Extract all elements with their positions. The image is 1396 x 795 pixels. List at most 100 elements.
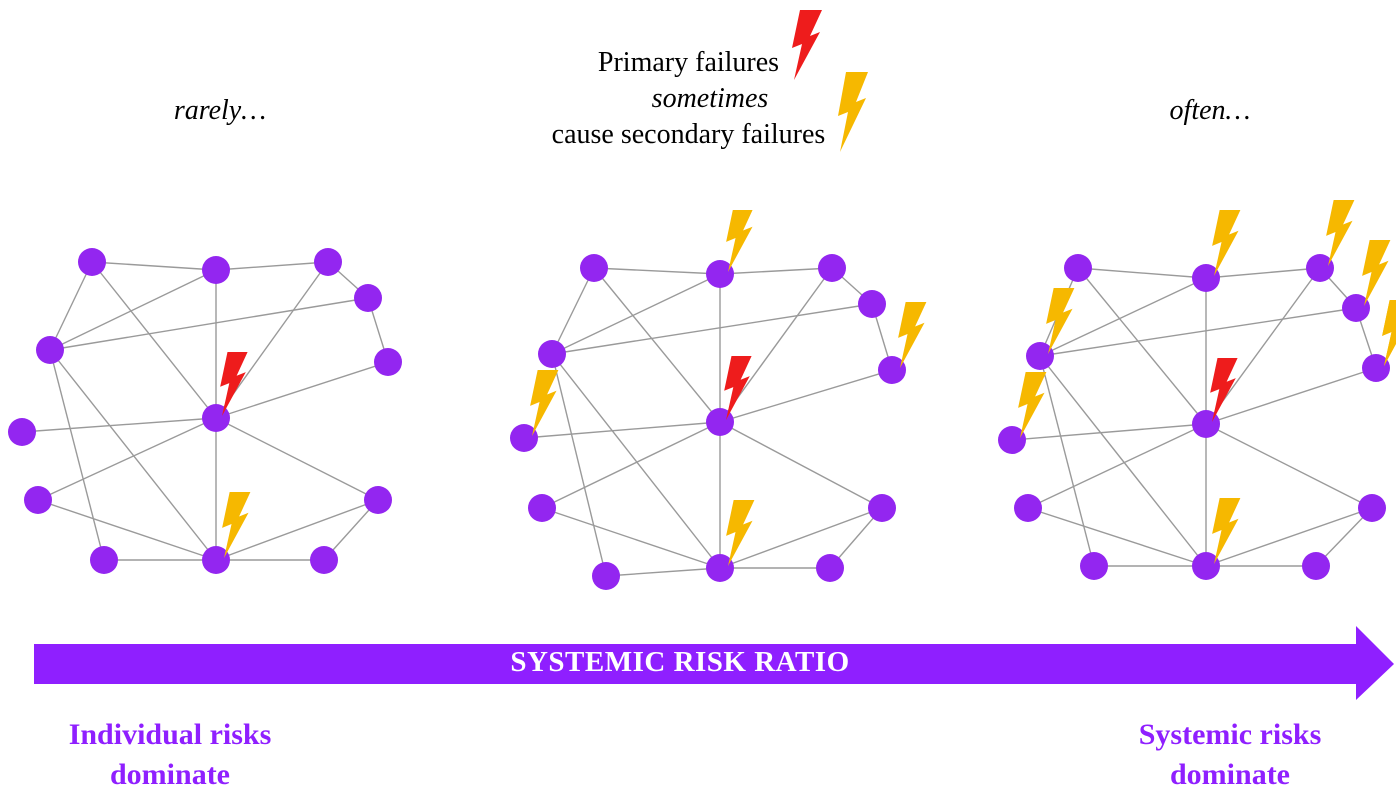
network-edge [49, 349, 105, 561]
caption-sometimes: sometimes [651, 83, 769, 114]
network-node [592, 562, 620, 590]
label-individual-line1: Individual risks [68, 718, 272, 751]
network-edge [215, 499, 379, 561]
network-edge [551, 267, 595, 355]
yellow-lightning-bolt-icon [1212, 498, 1241, 564]
network-edge [21, 417, 217, 433]
network-edge [49, 269, 217, 351]
caption-secondary-text: cause secondary failures [551, 119, 826, 150]
network-edge [37, 499, 217, 561]
network-node [8, 418, 36, 446]
caption-secondary-failures: cause secondary failures [500, 71, 920, 153]
network-edge [605, 567, 721, 577]
network-node [202, 256, 230, 284]
network-node [706, 554, 734, 582]
yellow-lightning-bolt-icon [898, 302, 927, 368]
network-node [1192, 552, 1220, 580]
network-node [1302, 552, 1330, 580]
network-edge [541, 507, 721, 569]
yellow-lightning-bolt-icon [1018, 372, 1047, 438]
network-node [858, 290, 886, 318]
red-lightning-bolt-icon [792, 9, 823, 80]
network-node [1064, 254, 1092, 282]
caption-rarely: rarely… [173, 95, 267, 126]
caption-often: often… [1169, 95, 1251, 126]
network-edge [1039, 277, 1207, 357]
network-edge [1039, 355, 1207, 567]
label-systemic-line1: Systemic risks [1138, 718, 1322, 751]
network-edge [719, 507, 883, 569]
network-node [510, 424, 538, 452]
caption-primary-failures: Primary failures [500, 9, 920, 81]
network-node [36, 336, 64, 364]
network-edge [215, 417, 379, 501]
network-node [1342, 294, 1370, 322]
network-node [202, 546, 230, 574]
yellow-lightning-bolt-icon [1362, 240, 1391, 306]
network-node [1358, 494, 1386, 522]
red-lightning-bolt-icon [724, 356, 752, 420]
yellow-lightning-bolt-icon [1326, 200, 1355, 266]
network-edge [1205, 267, 1321, 425]
network-edge [1205, 423, 1373, 509]
yellow-lightning-bolt-icon [838, 71, 869, 152]
network-node [878, 356, 906, 384]
network-node [998, 426, 1026, 454]
network-node [868, 494, 896, 522]
systemic-risk-arrow [34, 626, 1394, 700]
network-edge [49, 297, 369, 351]
network-node [202, 404, 230, 432]
network-node [1026, 342, 1054, 370]
network-rarely [8, 248, 402, 574]
network-node [1362, 354, 1390, 382]
label-systemic-risks: Systemic risks dominate [1080, 715, 1380, 795]
network-node [364, 486, 392, 514]
label-systemic-line2: dominate [1170, 758, 1290, 791]
network-edge [49, 261, 93, 351]
network-edge [551, 353, 721, 569]
network-edge [551, 303, 873, 355]
yellow-lightning-bolt-icon [726, 210, 753, 272]
network-edge [215, 361, 389, 419]
network-node [1192, 410, 1220, 438]
network-node [374, 348, 402, 376]
network-node [538, 340, 566, 368]
network-often [998, 200, 1396, 580]
network-node [314, 248, 342, 276]
network-edge [593, 267, 721, 423]
network-node [78, 248, 106, 276]
network-node [580, 254, 608, 282]
network-edge [593, 267, 721, 275]
network-edge [1077, 267, 1207, 279]
network-edge [551, 273, 721, 355]
caption-center: Primary failures sometimes cause seconda… [500, 9, 920, 153]
red-lightning-bolt-icon [220, 352, 248, 416]
label-individual-line2: dominate [110, 758, 230, 791]
network-node [706, 260, 734, 288]
network-edge [1205, 507, 1373, 567]
network-node [310, 546, 338, 574]
yellow-lightning-bolt-icon [1212, 210, 1241, 276]
network-edge [551, 353, 607, 577]
network-edge [541, 421, 721, 509]
network-node [90, 546, 118, 574]
yellow-lightning-bolt-icon [726, 500, 755, 566]
network-node [818, 254, 846, 282]
network-edge [1039, 307, 1357, 357]
network-edge [37, 417, 217, 501]
network-edge [1205, 267, 1321, 279]
network-edge [1027, 423, 1207, 509]
network-node [1014, 494, 1042, 522]
network-edge [719, 267, 833, 275]
network-edge [91, 261, 217, 419]
network-node [24, 486, 52, 514]
network-node [1306, 254, 1334, 282]
network-edge [215, 261, 329, 271]
network-edge [1027, 507, 1207, 567]
network-sometimes [510, 210, 927, 590]
caption-primary-text: Primary failures [597, 47, 780, 78]
yellow-lightning-bolt-icon [1046, 288, 1075, 354]
network-node [816, 554, 844, 582]
network-node [1192, 264, 1220, 292]
network-edge [719, 421, 883, 509]
